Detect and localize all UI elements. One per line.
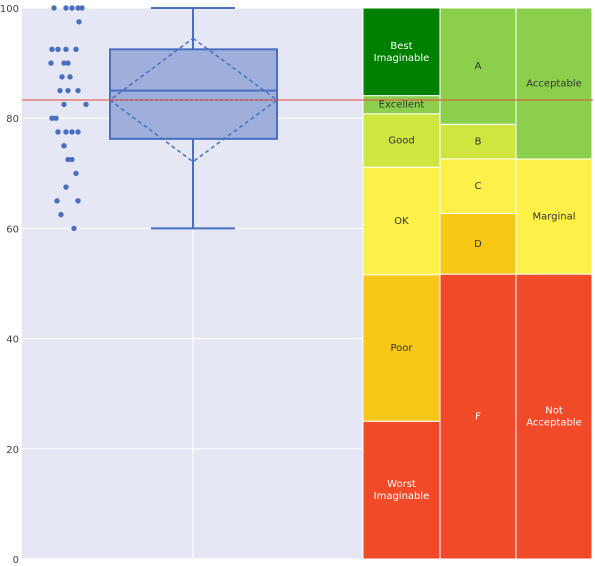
band: [362, 113, 441, 168]
band: [362, 420, 441, 560]
data-point: [83, 101, 89, 108]
mean-sd-diamond: [108, 37, 279, 163]
data-point: [67, 74, 73, 80]
band-label: Acceptable: [526, 418, 582, 429]
data-point: [73, 46, 79, 53]
band-label: Excellent: [379, 100, 425, 111]
data-point: [63, 46, 69, 53]
band-label: C: [475, 181, 482, 192]
band-label: B: [475, 137, 482, 148]
band-label: Imaginable: [374, 491, 430, 502]
y-tick-label: 40: [6, 335, 19, 346]
data-point: [61, 143, 67, 149]
data-point: [75, 5, 81, 11]
band: [439, 213, 517, 275]
band-label: Imaginable: [374, 53, 430, 64]
data-point: [75, 87, 81, 94]
y-tick-label: 0: [13, 555, 19, 566]
band-label: Marginal: [532, 212, 575, 223]
scale-grade: F D C B A: [439, 7, 517, 560]
band: [362, 166, 441, 276]
y-axis-tick-labels: 0 20 40 60 80 100: [0, 4, 19, 566]
box-plot: [108, 7, 279, 230]
data-point: [69, 156, 75, 163]
data-point: [65, 87, 71, 94]
data-point: [48, 60, 54, 66]
data-point: [65, 156, 71, 163]
band-label: Not: [545, 406, 563, 417]
data-point: [59, 74, 65, 80]
band: [439, 123, 517, 160]
data-point: [55, 46, 61, 53]
data-point: [63, 5, 69, 11]
data-point: [69, 129, 75, 135]
band-label: OK: [394, 216, 409, 227]
band-label: F: [475, 412, 481, 423]
data-point: [71, 225, 77, 232]
data-point: [49, 115, 55, 121]
data-point: [58, 211, 64, 218]
scale-adjective: WorstImaginablePoorOKGoodExcellentBestIm…: [362, 7, 441, 560]
data-point: [75, 129, 81, 135]
box-iqr: [109, 48, 278, 140]
data-point: [65, 60, 71, 66]
band-label: D: [474, 239, 482, 250]
band-label: Acceptable: [526, 78, 582, 89]
y-tick-label: 80: [6, 114, 19, 125]
rating-scales: WorstImaginablePoorOKGoodExcellentBestIm…: [362, 7, 593, 560]
band: [439, 273, 517, 560]
band: [362, 7, 441, 97]
data-point: [61, 60, 67, 66]
data-point: [54, 198, 60, 204]
data-point: [63, 184, 69, 190]
data-point: [69, 5, 75, 11]
data-points: [48, 5, 89, 232]
data-point: [51, 5, 57, 11]
band-label: Poor: [390, 343, 413, 354]
band-label: Best: [390, 41, 412, 52]
data-point: [55, 129, 61, 135]
data-point: [61, 101, 67, 108]
band-label: Good: [388, 136, 414, 147]
data-point: [73, 170, 79, 176]
data-point: [53, 115, 59, 121]
y-tick-label: 20: [6, 445, 19, 456]
data-point: [63, 129, 69, 135]
y-tick-label: 100: [0, 4, 19, 15]
data-point: [49, 46, 55, 53]
band: [362, 274, 441, 422]
band: [515, 7, 593, 160]
band: [515, 158, 593, 275]
band: [515, 273, 593, 560]
data-point: [57, 87, 63, 94]
y-tick-label: 60: [6, 224, 19, 235]
band-label: A: [475, 61, 482, 72]
band-label: Worst: [387, 479, 416, 490]
data-point: [76, 19, 82, 25]
data-point: [79, 5, 85, 11]
data-point: [75, 198, 81, 204]
